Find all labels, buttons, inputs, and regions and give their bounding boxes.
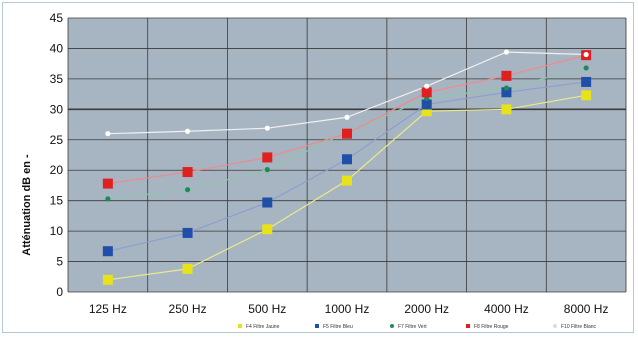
data-point bbox=[503, 49, 510, 55]
data-point bbox=[182, 263, 193, 274]
data-point bbox=[421, 106, 432, 117]
y-tick-label: 0 bbox=[56, 285, 63, 299]
data-point bbox=[342, 128, 352, 139]
data-point bbox=[102, 178, 113, 189]
y-tick-label: 35 bbox=[50, 72, 64, 86]
x-tick-label: 500 Hz bbox=[248, 302, 286, 316]
data-point bbox=[262, 197, 273, 208]
legend-marker bbox=[238, 324, 242, 328]
data-point bbox=[344, 114, 350, 120]
x-tick-label: 1000 Hz bbox=[325, 302, 370, 316]
data-point bbox=[501, 70, 512, 81]
x-tick-label: 8000 Hz bbox=[564, 302, 609, 316]
y-axis-label: Atténuation dB en - bbox=[21, 154, 33, 256]
data-point bbox=[581, 90, 592, 101]
data-point bbox=[102, 246, 113, 257]
legend-label: F4 Filtre Jaune bbox=[246, 324, 280, 330]
data-point bbox=[262, 224, 273, 235]
legend-marker bbox=[315, 324, 319, 328]
y-tick-label: 40 bbox=[50, 41, 64, 55]
data-point bbox=[583, 65, 589, 71]
series-markers bbox=[102, 49, 592, 285]
y-tick-label: 20 bbox=[50, 163, 64, 177]
data-point bbox=[105, 196, 111, 202]
x-tick-label: 4000 Hz bbox=[484, 302, 529, 316]
data-point bbox=[102, 274, 113, 285]
data-point bbox=[184, 187, 191, 193]
y-tick-label: 10 bbox=[50, 224, 64, 238]
legend-marker bbox=[466, 324, 470, 328]
data-point bbox=[105, 131, 111, 137]
legend-label: F5 Filtre Bleu bbox=[323, 324, 353, 330]
data-point bbox=[501, 104, 512, 115]
data-point bbox=[264, 167, 270, 173]
y-tick-label: 45 bbox=[50, 11, 64, 25]
legend-label: F8 Filtre Rouge bbox=[474, 324, 509, 330]
x-tick-label: 250 Hz bbox=[169, 302, 207, 316]
grid-lines bbox=[67, 17, 627, 293]
data-point bbox=[184, 128, 191, 134]
y-tick-label: 30 bbox=[50, 102, 64, 116]
data-point bbox=[182, 167, 193, 178]
y-tick-label: 15 bbox=[50, 194, 64, 208]
legend-label: F10 Filtre Blanc bbox=[561, 324, 597, 330]
data-point bbox=[421, 99, 432, 110]
data-point bbox=[262, 152, 273, 163]
x-tick-label: 2000 Hz bbox=[404, 302, 449, 316]
data-point bbox=[583, 51, 589, 58]
data-point bbox=[342, 154, 352, 165]
legend-label: F7 Filtre Vert bbox=[398, 324, 427, 330]
y-tick-label: 25 bbox=[50, 133, 64, 147]
data-point bbox=[421, 87, 432, 98]
data-point bbox=[581, 76, 592, 87]
y-axis-ticks: 0 5 10 15 20 25 30 35 40 45 bbox=[50, 11, 64, 299]
y-tick-label: 5 bbox=[56, 255, 63, 269]
legend-marker bbox=[390, 324, 394, 328]
legend-marker bbox=[553, 324, 557, 328]
legend: F4 Filtre Jaune F5 Filtre Bleu F7 Filtre V… bbox=[238, 324, 597, 330]
data-point bbox=[342, 175, 352, 186]
data-point bbox=[264, 125, 270, 131]
data-point bbox=[503, 85, 510, 91]
data-point bbox=[501, 87, 512, 98]
data-point bbox=[182, 227, 193, 238]
data-point bbox=[424, 83, 430, 89]
x-tick-label: 125 Hz bbox=[89, 302, 127, 316]
x-axis-ticks: 125 Hz 250 Hz 500 Hz 1000 Hz 2000 Hz 4000 Hz 8… bbox=[89, 302, 609, 316]
